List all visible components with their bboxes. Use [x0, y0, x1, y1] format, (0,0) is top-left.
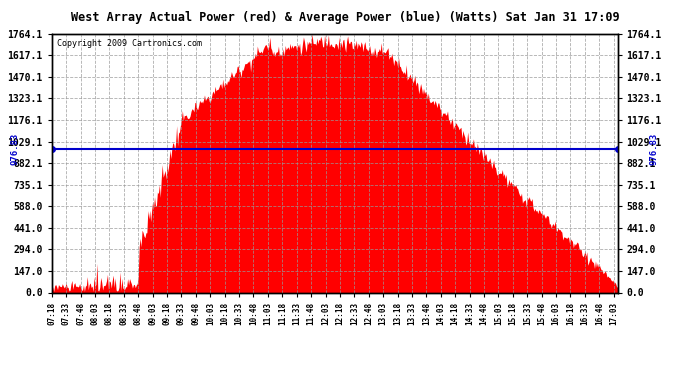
Text: Copyright 2009 Cartronics.com: Copyright 2009 Cartronics.com: [57, 39, 202, 48]
Text: West Array Actual Power (red) & Average Power (blue) (Watts) Sat Jan 31 17:09: West Array Actual Power (red) & Average …: [70, 11, 620, 24]
Text: 976.83: 976.83: [10, 133, 19, 165]
Text: 976.83: 976.83: [650, 133, 659, 165]
